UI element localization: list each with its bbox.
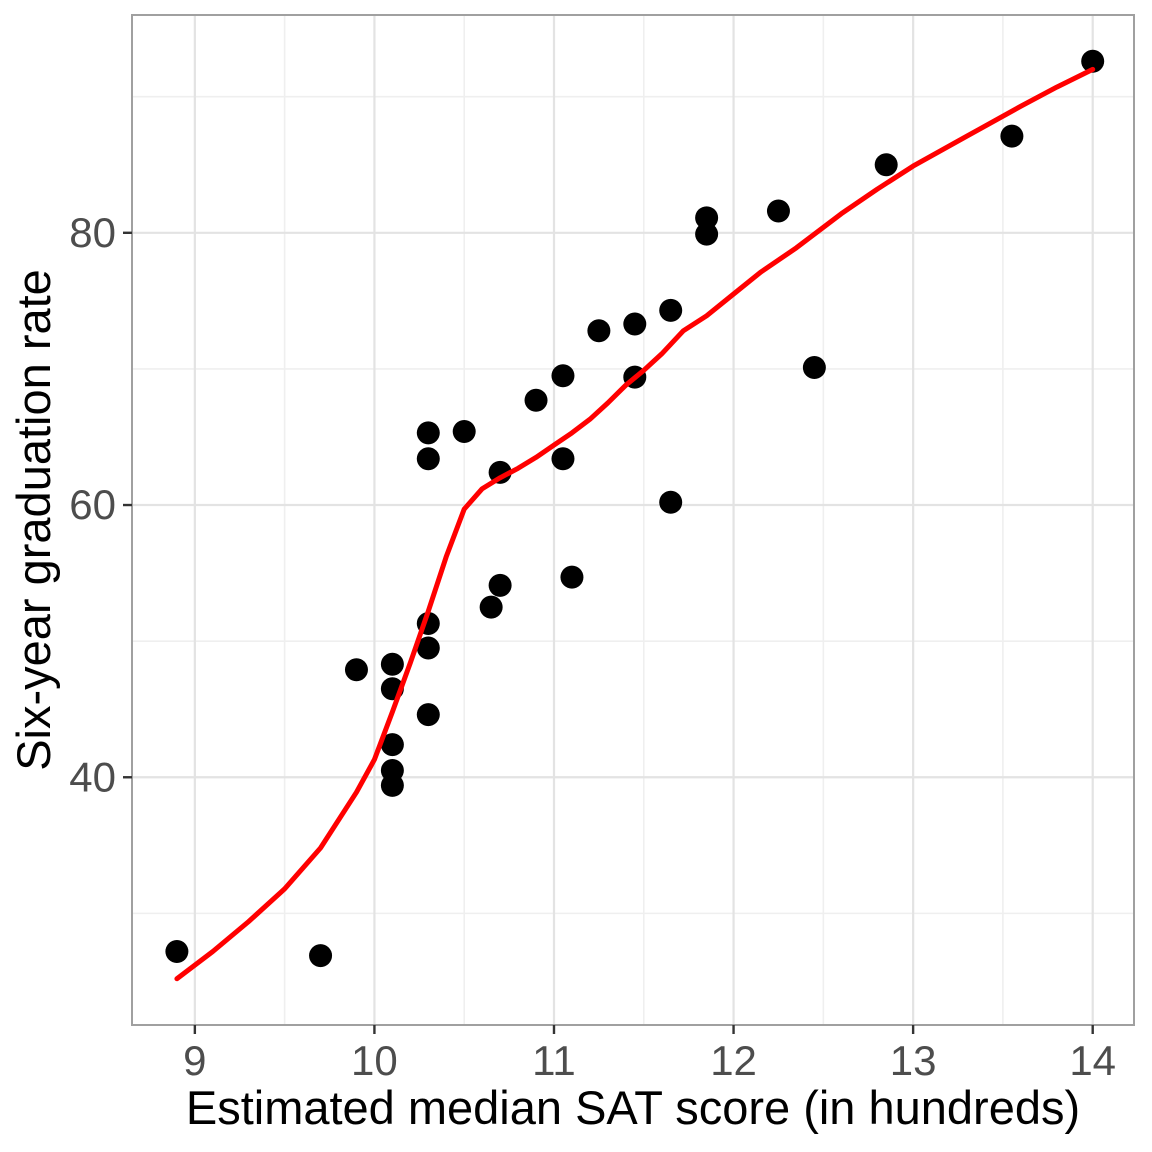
data-point	[551, 447, 575, 471]
x-axis-title: Estimated median SAT score (in hundreds)	[186, 1081, 1080, 1134]
data-point	[416, 447, 440, 471]
y-tick-label: 60	[69, 481, 116, 528]
data-point	[380, 773, 404, 797]
data-point	[488, 460, 512, 484]
grid-layer	[131, 14, 1135, 1026]
data-point	[380, 652, 404, 676]
data-point	[587, 319, 611, 343]
data-point	[659, 490, 683, 514]
data-point	[695, 206, 719, 230]
data-layer	[165, 49, 1105, 982]
data-point	[479, 595, 503, 619]
data-point	[165, 939, 189, 963]
data-point	[524, 388, 548, 412]
data-point	[766, 199, 790, 223]
data-point	[874, 153, 898, 177]
data-point	[1000, 124, 1024, 148]
x-tick-label: 13	[890, 1037, 937, 1084]
data-point	[551, 364, 575, 388]
data-point	[695, 222, 719, 246]
y-tick-label: 40	[69, 753, 116, 800]
data-point	[488, 573, 512, 597]
data-point	[416, 636, 440, 660]
panel-border	[131, 14, 1135, 1026]
x-tick-label: 11	[532, 1037, 576, 1084]
x-tick-label: 10	[351, 1037, 398, 1084]
data-point	[659, 298, 683, 322]
data-point	[623, 312, 647, 336]
plot-panel	[132, 15, 1134, 1025]
data-point	[560, 565, 584, 589]
data-point	[380, 733, 404, 757]
x-tick-label: 14	[1069, 1037, 1116, 1084]
y-tick-label: 80	[69, 209, 116, 256]
smooth-line	[174, 66, 1096, 982]
x-tick-label: 9	[183, 1037, 206, 1084]
x-tick-label: 12	[710, 1037, 757, 1084]
data-point	[344, 658, 368, 682]
data-point	[1081, 49, 1105, 73]
axis-layer: Estimated median SAT score (in hundreds)…	[7, 209, 1116, 1134]
y-axis-title: Six-year graduation rate	[7, 269, 60, 771]
data-point	[802, 356, 826, 380]
data-point	[416, 703, 440, 727]
data-point	[416, 421, 440, 445]
data-point	[452, 420, 476, 444]
data-point	[309, 944, 333, 968]
